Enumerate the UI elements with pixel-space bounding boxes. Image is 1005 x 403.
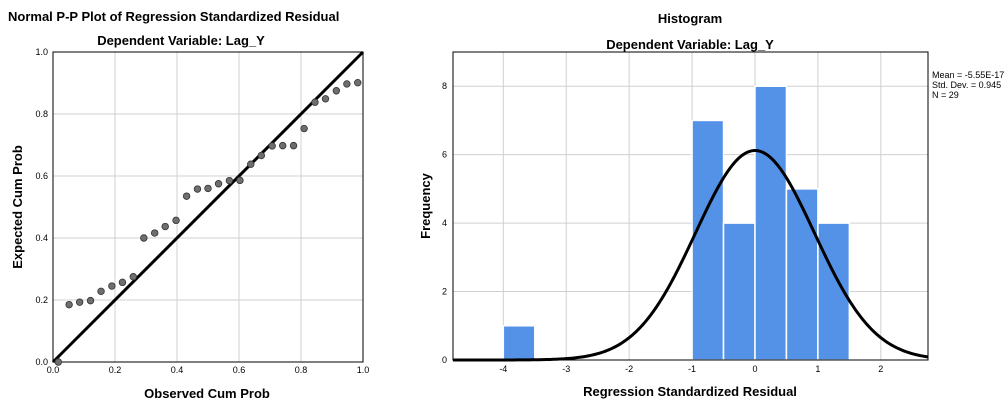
hist-bar — [691, 119, 725, 361]
stats-n: N = 29 — [932, 90, 959, 100]
hist-y-tick-label: 6 — [442, 150, 447, 160]
histogram: Histogram Dependent Variable: Lag_Y -4 -3… — [418, 11, 1004, 399]
pp-point — [172, 216, 180, 225]
pp-y-tick-label: 0.4 — [35, 233, 48, 243]
pp-point — [214, 180, 223, 188]
pp-point — [311, 98, 319, 106]
hist-ticks: -4 -3 -2 -1 0 1 2 0 2 4 6 8 — [442, 81, 883, 374]
pp-point — [343, 80, 351, 88]
hist-x-tick-label: 0 — [752, 364, 757, 374]
pp-plot-subtitle: Dependent Variable: Lag_Y — [97, 33, 265, 48]
pp-point — [193, 185, 202, 193]
pp-y-axis-label: Expected Cum Prob — [10, 145, 25, 269]
hist-y-tick-label: 8 — [442, 81, 447, 91]
pp-point — [289, 141, 298, 150]
hist-x-axis-label: Regression Standardized Residual — [583, 384, 797, 399]
pp-y-tick-label: 0.0 — [35, 357, 48, 367]
pp-reference-line — [51, 50, 365, 364]
hist-y-tick-label: 0 — [442, 355, 447, 365]
pp-x-tick-label: 0.4 — [171, 365, 184, 375]
hist-y-tick-label: 4 — [442, 218, 447, 228]
pp-x-tick-label: 0.2 — [109, 365, 122, 375]
pp-point — [257, 151, 266, 160]
hist-bar — [785, 188, 819, 361]
pp-y-tick-label: 0.2 — [35, 295, 48, 305]
pp-ticks: 0.0 0.2 0.4 0.6 0.8 1.0 0.0 0.2 0.4 0.6 0.8 1.0 — [35, 47, 369, 375]
stats-mean: Mean = -5.55E-17 — [932, 70, 1004, 80]
pp-point — [247, 160, 255, 168]
pp-y-tick-label: 1.0 — [35, 47, 48, 57]
hist-x-tick-label: 1 — [815, 364, 820, 374]
pp-point — [182, 192, 191, 200]
pp-x-tick-label: 1.0 — [357, 365, 370, 375]
pp-point — [321, 95, 330, 103]
pp-point — [140, 234, 148, 242]
pp-point — [161, 222, 169, 231]
pp-point — [54, 358, 62, 366]
pp-points — [54, 78, 362, 366]
hist-plot-area — [452, 51, 929, 361]
hist-x-tick-label: -2 — [625, 364, 633, 374]
pp-point — [204, 184, 212, 193]
hist-x-tick-label: -4 — [499, 364, 507, 374]
pp-point — [97, 287, 105, 296]
pp-point — [332, 87, 341, 95]
pp-point — [279, 141, 287, 150]
hist-bar — [722, 222, 756, 361]
pp-plot: Normal P-P Plot of Regression Standardiz… — [8, 9, 369, 401]
hist-y-tick-label: 2 — [442, 287, 447, 297]
pp-plot-area — [52, 51, 364, 363]
pp-y-tick-label: 0.6 — [35, 171, 48, 181]
pp-point — [108, 282, 116, 290]
pp-x-tick-label: 0.6 — [233, 365, 246, 375]
pp-y-tick-label: 0.8 — [35, 109, 48, 119]
hist-x-tick-label: 2 — [878, 364, 883, 374]
pp-point — [354, 78, 362, 87]
pp-x-tick-label: 0.0 — [47, 365, 60, 375]
hist-stats: Mean = -5.55E-17 Std. Dev. = 0.945 N = 2… — [932, 70, 1004, 100]
pp-plot-title: Normal P-P Plot of Regression Standardiz… — [8, 9, 339, 24]
hist-y-axis-label: Frequency — [418, 172, 433, 239]
pp-x-axis-label: Observed Cum Prob — [144, 386, 270, 401]
hist-x-tick-label: -1 — [688, 364, 696, 374]
pp-point — [118, 278, 127, 287]
pp-point — [300, 124, 308, 133]
pp-point — [236, 176, 244, 185]
pp-point — [225, 176, 234, 185]
hist-subtitle: Dependent Variable: Lag_Y — [606, 37, 774, 52]
hist-bar — [502, 325, 536, 361]
pp-x-tick-label: 0.8 — [295, 365, 308, 375]
pp-point — [75, 298, 84, 306]
stats-std-dev: Std. Dev. = 0.945 — [932, 80, 1001, 90]
hist-title: Histogram — [658, 11, 722, 26]
pp-point — [150, 229, 159, 237]
pp-point — [86, 296, 95, 305]
pp-point — [129, 273, 137, 281]
pp-point — [65, 300, 73, 309]
hist-bar — [754, 85, 788, 361]
pp-point — [268, 142, 276, 150]
hist-x-tick-label: -3 — [562, 364, 570, 374]
